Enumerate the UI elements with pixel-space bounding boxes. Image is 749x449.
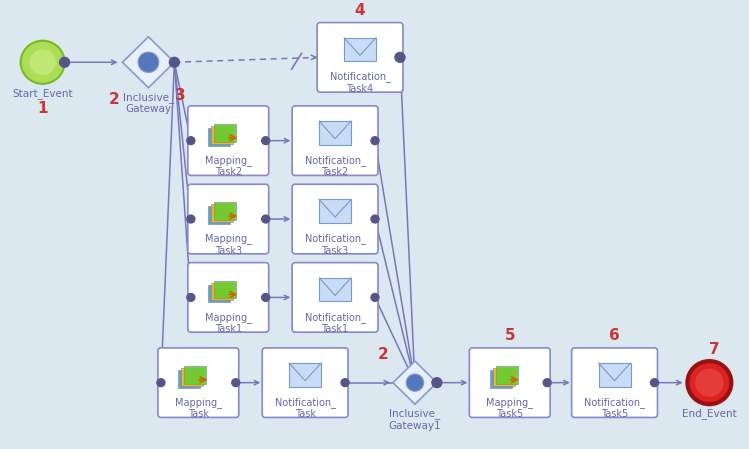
Text: Notification_
Task1: Notification_ Task1 (305, 312, 366, 334)
Circle shape (341, 379, 349, 387)
Circle shape (21, 41, 64, 84)
Circle shape (371, 294, 379, 301)
Text: Notification_
Task2: Notification_ Task2 (305, 155, 366, 177)
FancyBboxPatch shape (319, 199, 351, 223)
FancyBboxPatch shape (571, 348, 658, 418)
FancyBboxPatch shape (214, 124, 236, 141)
FancyBboxPatch shape (292, 184, 378, 254)
Circle shape (395, 53, 405, 62)
Text: 1: 1 (37, 101, 48, 116)
FancyBboxPatch shape (289, 363, 321, 387)
Circle shape (432, 378, 442, 387)
Circle shape (261, 215, 270, 223)
Text: Mapping_
Task5: Mapping_ Task5 (486, 397, 533, 419)
Circle shape (60, 57, 70, 67)
Text: End_Event: End_Event (682, 408, 737, 419)
FancyBboxPatch shape (470, 348, 551, 418)
FancyBboxPatch shape (208, 128, 230, 145)
FancyBboxPatch shape (181, 368, 203, 386)
Circle shape (371, 215, 379, 223)
FancyBboxPatch shape (178, 370, 200, 387)
Text: Mapping_
Task: Mapping_ Task (175, 397, 222, 419)
Text: Start_Event: Start_Event (12, 88, 73, 99)
Text: Inclusive_
Gateway1: Inclusive_ Gateway1 (389, 408, 441, 431)
FancyBboxPatch shape (158, 348, 239, 418)
Circle shape (695, 369, 724, 396)
FancyBboxPatch shape (598, 363, 631, 387)
Text: 7: 7 (709, 342, 720, 357)
FancyBboxPatch shape (292, 263, 378, 332)
Text: Inclusive_
Gateway: Inclusive_ Gateway (123, 92, 174, 114)
Text: 5: 5 (504, 328, 515, 343)
Circle shape (650, 379, 658, 387)
Circle shape (688, 361, 731, 404)
FancyBboxPatch shape (262, 348, 348, 418)
Circle shape (29, 49, 55, 75)
Text: 3: 3 (175, 88, 186, 103)
Circle shape (157, 379, 165, 387)
FancyBboxPatch shape (317, 22, 403, 92)
FancyBboxPatch shape (319, 121, 351, 145)
FancyBboxPatch shape (211, 204, 233, 222)
FancyBboxPatch shape (208, 285, 230, 302)
Circle shape (261, 137, 270, 145)
Circle shape (187, 215, 195, 223)
FancyBboxPatch shape (319, 278, 351, 301)
Text: 2: 2 (109, 92, 120, 107)
FancyBboxPatch shape (344, 38, 376, 61)
FancyBboxPatch shape (188, 263, 269, 332)
FancyBboxPatch shape (493, 368, 515, 386)
FancyBboxPatch shape (184, 366, 206, 383)
Circle shape (406, 374, 424, 391)
Polygon shape (123, 37, 175, 88)
Text: Notification_
Task4: Notification_ Task4 (330, 71, 390, 94)
Text: 4: 4 (355, 3, 366, 18)
Circle shape (543, 379, 551, 387)
FancyBboxPatch shape (208, 206, 230, 224)
Circle shape (187, 137, 195, 145)
Text: Notification_
Task5: Notification_ Task5 (584, 397, 645, 419)
FancyBboxPatch shape (211, 283, 233, 300)
FancyBboxPatch shape (496, 366, 518, 383)
FancyBboxPatch shape (490, 370, 512, 387)
Circle shape (169, 57, 179, 67)
Text: Mapping_
Task3: Mapping_ Task3 (204, 233, 252, 256)
Circle shape (371, 137, 379, 145)
Text: Notification_
Task: Notification_ Task (275, 397, 336, 419)
Circle shape (187, 294, 195, 301)
FancyBboxPatch shape (188, 106, 269, 176)
FancyBboxPatch shape (214, 202, 236, 220)
Text: 6: 6 (609, 328, 620, 343)
FancyBboxPatch shape (211, 126, 233, 144)
Circle shape (138, 52, 159, 72)
Circle shape (261, 294, 270, 301)
Polygon shape (393, 361, 437, 404)
Text: Notification_
Task3: Notification_ Task3 (305, 233, 366, 256)
FancyBboxPatch shape (188, 184, 269, 254)
Circle shape (231, 379, 240, 387)
Text: Mapping_
Task1: Mapping_ Task1 (204, 312, 252, 334)
FancyBboxPatch shape (292, 106, 378, 176)
FancyBboxPatch shape (214, 281, 236, 299)
Text: 2: 2 (377, 348, 389, 362)
Text: Mapping_
Task2: Mapping_ Task2 (204, 155, 252, 177)
